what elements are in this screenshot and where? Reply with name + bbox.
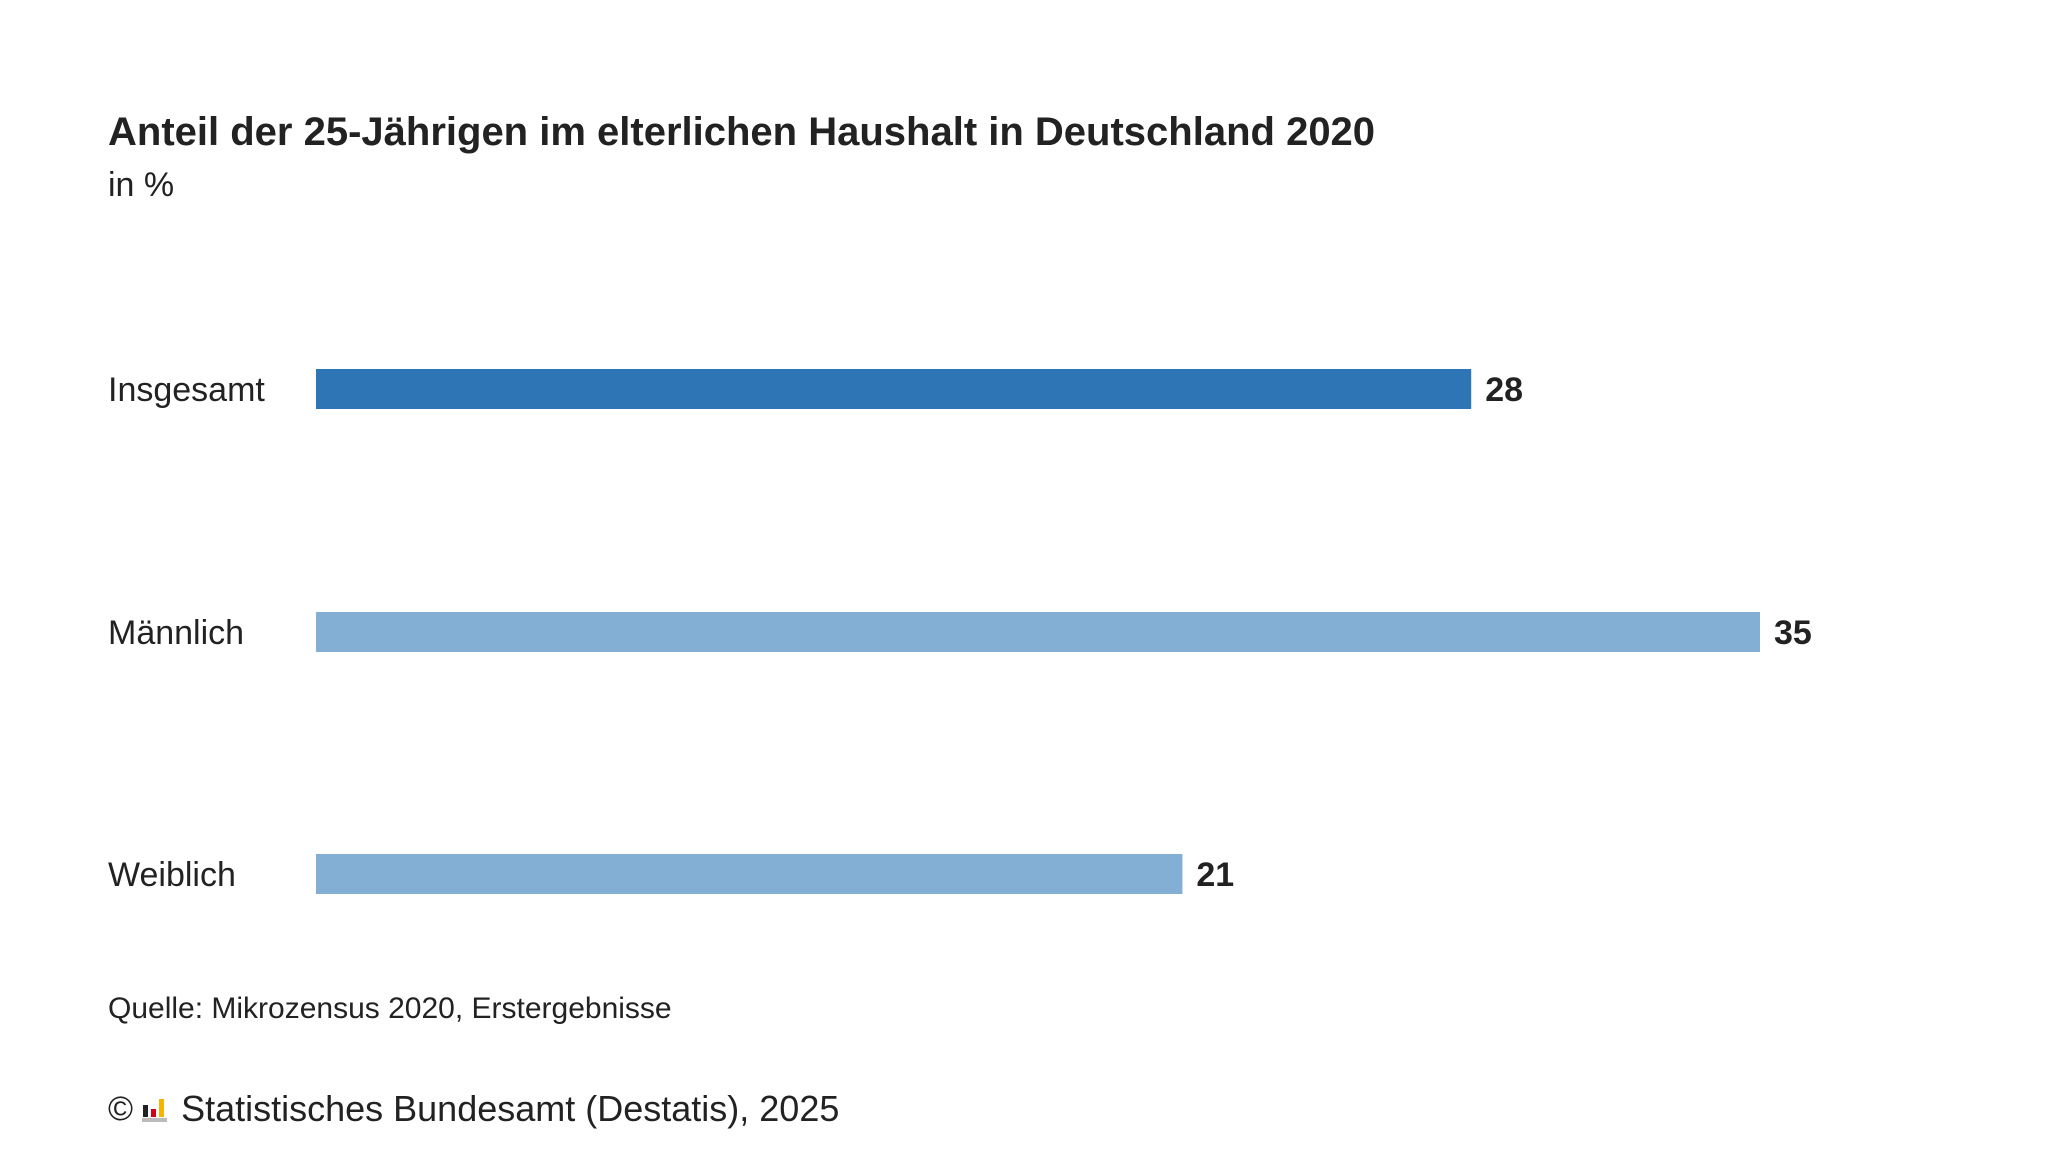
destatis-logo-icon xyxy=(142,1099,168,1122)
copyright-icon: © xyxy=(108,1089,134,1128)
bar-insgesamt xyxy=(316,369,1472,409)
source-note: Quelle: Mikrozensus 2020, Erstergebnisse xyxy=(108,992,672,1025)
bar-männlich xyxy=(316,612,1760,652)
category-label: Männlich xyxy=(108,614,244,652)
data-label: 21 xyxy=(1196,856,1234,894)
data-label: 28 xyxy=(1485,371,1523,409)
category-label: Insgesamt xyxy=(108,371,265,409)
bar-weiblich xyxy=(316,854,1183,894)
chart-title: Anteil der 25-Jährigen im elterlichen Ha… xyxy=(108,110,1376,154)
data-label: 35 xyxy=(1774,614,1812,652)
copyright-line: © Statistisches Bundesamt (Destatis), 20… xyxy=(108,1088,839,1130)
credit-text: Statistisches Bundesamt (Destatis), 2025 xyxy=(181,1088,840,1129)
chart-subtitle: in % xyxy=(108,166,175,204)
category-label: Weiblich xyxy=(108,856,236,894)
